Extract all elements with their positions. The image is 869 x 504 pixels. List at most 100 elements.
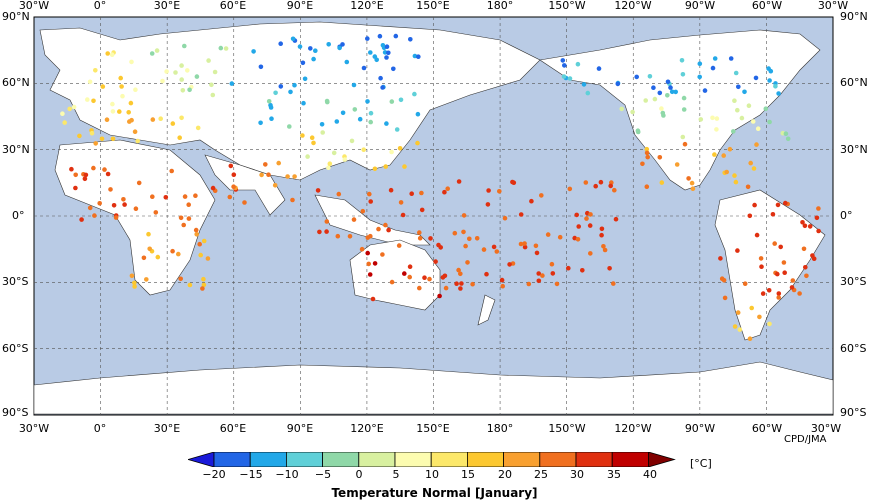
colorbar-segment	[286, 452, 324, 467]
station-dot	[231, 184, 236, 189]
station-dot	[710, 115, 715, 121]
station-dot	[273, 90, 278, 96]
station-dot	[340, 110, 346, 116]
station-dot	[368, 110, 374, 116]
colorbar-tick: −20	[202, 468, 226, 481]
station-dot	[118, 75, 123, 81]
station-dot	[601, 244, 606, 249]
station-dot	[105, 51, 110, 56]
station-dot	[732, 324, 738, 329]
station-dot	[416, 54, 421, 59]
station-dot	[292, 174, 297, 179]
station-dot	[722, 295, 728, 301]
station-dot	[800, 220, 805, 225]
station-dot	[212, 69, 218, 75]
station-dot	[557, 234, 563, 240]
station-points	[60, 33, 821, 342]
station-dot	[181, 222, 186, 228]
station-dot	[644, 184, 650, 189]
station-dot	[351, 217, 357, 222]
colorbar-segment	[503, 452, 541, 467]
station-dot	[290, 36, 296, 42]
station-dot	[718, 256, 723, 261]
station-dot	[185, 68, 190, 73]
colorbar-tick: −15	[239, 468, 263, 481]
station-dot	[301, 100, 306, 106]
station-dot	[378, 75, 383, 81]
station-dot	[710, 65, 716, 71]
station-dot	[433, 259, 438, 264]
station-dot	[104, 117, 110, 122]
station-dot	[465, 260, 470, 265]
credit-label: CPD/JMA	[784, 434, 827, 445]
lon-label-bottom: 120°W	[614, 422, 652, 435]
station-dot	[484, 271, 489, 277]
station-dot	[736, 84, 741, 90]
station-dot	[417, 235, 423, 241]
station-dot	[320, 130, 326, 135]
station-dot	[470, 281, 475, 287]
station-dot	[732, 173, 737, 178]
station-dot	[491, 244, 497, 250]
lon-label-top: 60°W	[751, 0, 783, 12]
station-dot	[714, 116, 720, 121]
station-dot	[500, 283, 506, 289]
station-dot	[681, 95, 687, 101]
lat-label-left: 30°N	[2, 143, 30, 156]
colorbar-segment	[611, 452, 649, 467]
station-dot	[384, 44, 390, 49]
station-dot	[336, 191, 342, 197]
colorbar-tick: 10	[425, 468, 439, 481]
station-dot	[428, 236, 433, 241]
station-dot	[690, 186, 696, 191]
station-dot	[313, 48, 318, 53]
station-dot	[173, 70, 178, 75]
station-dot	[177, 135, 182, 140]
station-dot	[186, 216, 192, 221]
station-dot	[288, 89, 293, 95]
station-dot	[193, 193, 198, 198]
station-dot	[132, 280, 137, 286]
station-dot	[545, 232, 551, 237]
station-dot	[580, 268, 585, 273]
station-dot	[231, 172, 237, 177]
station-dot	[129, 117, 134, 123]
lon-label-top: 30°W	[18, 0, 50, 12]
station-dot	[458, 286, 463, 291]
station-dot	[533, 243, 539, 249]
station-dot	[342, 157, 348, 162]
station-dot	[619, 106, 624, 112]
station-dot	[372, 261, 378, 266]
station-dot	[754, 232, 760, 238]
colorbar-segment	[466, 452, 504, 467]
station-dot	[745, 184, 751, 190]
station-dot	[679, 58, 685, 63]
colorbar-tick: 30	[570, 468, 584, 481]
arabia-india-landmass	[204, 154, 286, 216]
station-dot	[110, 136, 116, 142]
station-dot	[518, 241, 524, 247]
station-dot	[461, 213, 467, 218]
station-dot	[278, 41, 284, 46]
station-dot	[158, 116, 163, 121]
station-dot	[422, 275, 427, 281]
station-dot	[365, 99, 370, 104]
station-dot	[102, 167, 107, 172]
station-dot	[456, 267, 461, 273]
station-dot	[770, 212, 776, 217]
station-dot	[766, 288, 772, 293]
station-dot	[179, 115, 184, 121]
station-dot	[349, 138, 355, 144]
colorbar-arrow-low	[188, 452, 215, 467]
station-dot	[481, 247, 487, 252]
station-dot	[593, 183, 598, 189]
station-dot	[657, 155, 663, 160]
station-dot	[412, 91, 417, 97]
station-dot	[560, 58, 566, 63]
station-dot	[147, 246, 152, 252]
station-dot	[634, 74, 639, 80]
station-dot	[110, 109, 116, 114]
north-america-landmass	[539, 29, 821, 191]
station-dot	[317, 229, 322, 235]
station-dot	[461, 229, 466, 235]
